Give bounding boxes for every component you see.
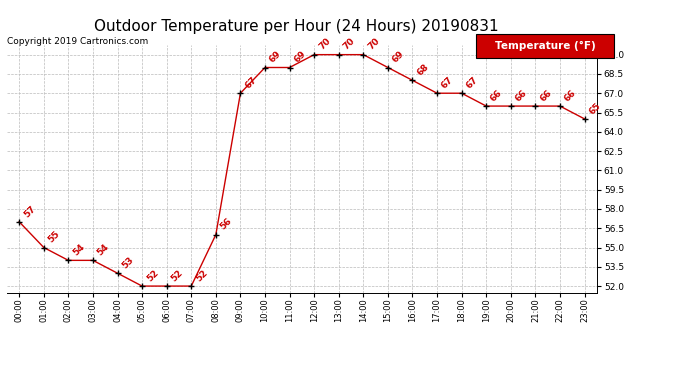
Text: 66: 66 [538,88,553,103]
Text: 52: 52 [170,268,185,283]
Text: 70: 70 [366,37,382,52]
Text: Outdoor Temperature per Hour (24 Hours) 20190831: Outdoor Temperature per Hour (24 Hours) … [95,19,499,34]
Text: 57: 57 [22,204,37,219]
Text: 69: 69 [391,50,406,65]
Text: 56: 56 [219,217,234,232]
Text: 67: 67 [243,75,259,90]
Text: 69: 69 [293,50,308,65]
Text: 70: 70 [342,37,357,52]
Text: 52: 52 [194,268,209,283]
Text: Temperature (°F): Temperature (°F) [495,41,595,51]
Text: Copyright 2019 Cartronics.com: Copyright 2019 Cartronics.com [7,38,148,46]
Text: 66: 66 [563,88,578,103]
Text: 53: 53 [120,255,135,270]
Text: 52: 52 [145,268,160,283]
Text: 66: 66 [489,88,504,103]
Text: 65: 65 [587,101,602,116]
Text: 67: 67 [440,75,455,90]
Text: 69: 69 [268,50,283,65]
Text: 55: 55 [46,230,61,245]
Text: 68: 68 [415,62,431,78]
Text: 54: 54 [71,242,86,258]
Text: 70: 70 [317,37,332,52]
Text: 54: 54 [96,242,111,258]
Text: 67: 67 [464,75,480,90]
Text: 66: 66 [513,88,529,103]
